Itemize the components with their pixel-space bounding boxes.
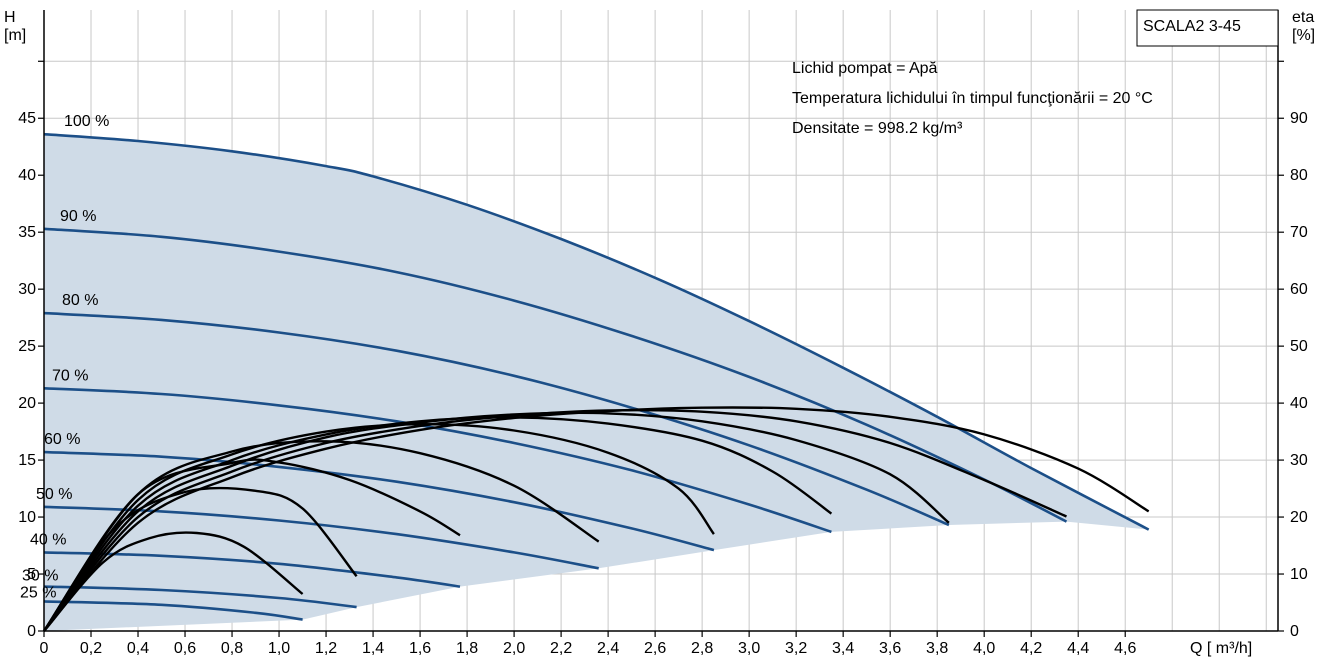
x-axis-label: Q [ m³/h] <box>1190 640 1252 657</box>
y-left-tick-label: 25 <box>18 338 36 355</box>
eta-curve-25 <box>43 531 304 632</box>
y-right-label-line1: eta <box>1292 9 1314 26</box>
speed-label-80: 80 % <box>62 292 98 309</box>
x-tick-label: 2,4 <box>597 640 619 657</box>
y-left-tick-label: 5 <box>27 566 36 583</box>
speed-label-90: 90 % <box>60 208 96 225</box>
head-curve-30 <box>43 585 357 609</box>
head-curve-100 <box>43 132 1150 531</box>
eta-curve-70 <box>43 416 833 632</box>
y-left-label-line2: [m] <box>4 27 26 44</box>
y-right-tick-label: 80 <box>1290 167 1308 184</box>
head-curve-90 <box>43 227 1068 523</box>
y-left-label-line1: H <box>4 9 16 26</box>
x-tick-label: 4,0 <box>973 640 995 657</box>
x-tick-label: 0,6 <box>174 640 196 657</box>
head-curve-25 <box>43 600 303 621</box>
x-tick-label: 0,2 <box>80 640 102 657</box>
x-tick-label: 2,0 <box>503 640 525 657</box>
speed-label-50: 50 % <box>36 486 72 503</box>
operating-envelope <box>44 134 1149 631</box>
y-right-tick-label: 90 <box>1290 110 1308 127</box>
x-tick-label: 2,6 <box>644 640 666 657</box>
x-tick-label: 3,2 <box>785 640 807 657</box>
y-left-tick-label: 0 <box>27 623 36 640</box>
y-left-tick-label: 10 <box>18 509 36 526</box>
y-right-tick-label: 0 <box>1290 623 1299 640</box>
chart-title: SCALA2 3-45 <box>1143 18 1241 35</box>
y-right-tick-label: 60 <box>1290 281 1308 298</box>
y-left-tick-label: 15 <box>18 452 36 469</box>
info-line-fluid: Lichid pompat = Apă <box>792 60 938 77</box>
x-tick-label: 0,8 <box>221 640 243 657</box>
x-tick-label: 3,6 <box>879 640 901 657</box>
x-tick-label: 4,6 <box>1114 640 1136 657</box>
x-tick-label: 1,8 <box>456 640 478 657</box>
eta-curve-80 <box>43 411 950 632</box>
plot-frame <box>43 10 1279 632</box>
y-right-tick-label: 50 <box>1290 338 1308 355</box>
y-left-tick-label: 45 <box>18 110 36 127</box>
x-tick-label: 3,8 <box>926 640 948 657</box>
y-left-tick-label: 30 <box>18 281 36 298</box>
speed-label-70: 70 % <box>52 367 88 384</box>
y-right-label-line2: [%] <box>1292 27 1315 44</box>
info-line-temperature: Temperatura lichidului în timpul funcţio… <box>792 90 1153 107</box>
eta-curve-40 <box>43 458 461 632</box>
x-tick-label: 4,4 <box>1067 640 1089 657</box>
y-left-tick-label: 35 <box>18 224 36 241</box>
efficiency-curves <box>43 406 1150 632</box>
x-tick-label: 1,0 <box>268 640 290 657</box>
speed-label-100: 100 % <box>64 113 109 130</box>
y-right-tick-label: 20 <box>1290 509 1308 526</box>
x-tick-label: 1,4 <box>362 640 384 657</box>
title-box <box>1136 9 1279 47</box>
speed-label-25: 25 % <box>20 584 56 601</box>
y-right-tick-label: 70 <box>1290 224 1308 241</box>
speed-label-60: 60 % <box>44 431 80 448</box>
envelope-fill <box>44 134 1149 631</box>
head-curve-60 <box>43 450 715 552</box>
x-tick-label: 0 <box>40 640 49 657</box>
x-tick-label: 2,2 <box>550 640 572 657</box>
x-tick-label: 3,4 <box>832 640 854 657</box>
speed-label-40: 40 % <box>30 531 66 548</box>
y-left-tick-label: 40 <box>18 167 36 184</box>
y-left-tick-label: 20 <box>18 395 36 412</box>
x-tick-label: 4,2 <box>1020 640 1042 657</box>
x-tick-label: 1,6 <box>409 640 431 657</box>
x-tick-label: 0,4 <box>127 640 149 657</box>
speed-label-30: 30 % <box>22 568 58 585</box>
y-right-tick-label: 30 <box>1290 452 1308 469</box>
x-tick-label: 3,0 <box>738 640 760 657</box>
axis-ticks: 0 0,2 0,4 0,6 0,8 1,0 1,2 1,4 1,6 1,8 2,0 2,2 2,4 2,6… <box>18 60 1308 657</box>
info-line-density: Densitate = 998.2 kg/m³ <box>792 120 963 137</box>
y-right-tick-label: 40 <box>1290 395 1308 412</box>
eta-curve-30 <box>43 486 358 632</box>
y-right-tick-label: 10 <box>1290 566 1308 583</box>
head-curve-70 <box>43 387 832 534</box>
eta-curve-60 <box>43 422 715 632</box>
x-tick-label: 1,2 <box>315 640 337 657</box>
x-tick-label: 2,8 <box>691 640 713 657</box>
head-curve-40 <box>43 551 461 588</box>
curve-labels: 100 % 90 % 80 % 70 % 60 % 50 % 40 % 30 %25 % <box>20 113 109 601</box>
head-curve-80 <box>43 311 950 527</box>
